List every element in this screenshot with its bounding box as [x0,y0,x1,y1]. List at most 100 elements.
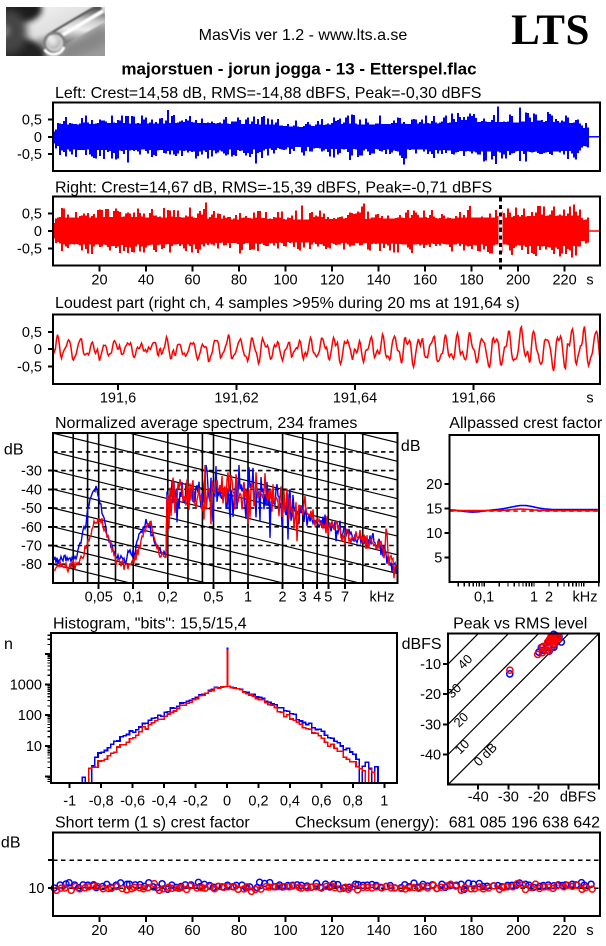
svg-text:dBFS: dBFS [402,636,442,653]
svg-text:Short term (1 s) crest factor: Short term (1 s) crest factor [55,814,250,831]
svg-text:7: 7 [341,590,349,606]
svg-text:n: n [4,636,13,653]
svg-text:0,5: 0,5 [22,113,42,129]
svg-text:dBFS: dBFS [560,790,596,806]
svg-text:-0,6: -0,6 [120,794,145,810]
svg-text:Histogram, "bits": 15,5/15,4: Histogram, "bits": 15,5/15,4 [53,615,247,632]
svg-text:0,8: 0,8 [343,794,363,810]
svg-text:Checksum (energy):: Checksum (energy): [295,814,439,831]
svg-text:220: 220 [552,273,576,289]
svg-text:5: 5 [324,590,332,606]
svg-text:0: 0 [34,130,42,146]
svg-text:kHz: kHz [370,590,395,606]
svg-text:191,62: 191,62 [214,391,258,407]
svg-text:0,6: 0,6 [311,794,331,810]
svg-text:1: 1 [530,590,538,606]
svg-text:dB: dB [401,438,421,455]
svg-text:1: 1 [244,590,252,606]
svg-text:10: 10 [28,881,44,897]
svg-text:4: 4 [313,590,321,606]
svg-text:100: 100 [273,923,297,939]
svg-text:-40: -40 [468,790,489,806]
svg-text:-80: -80 [21,557,42,573]
svg-text:-30: -30 [21,464,42,480]
svg-text:180: 180 [459,923,483,939]
svg-text:0,4: 0,4 [280,794,300,810]
svg-text:0,05: 0,05 [85,590,113,606]
svg-text:60: 60 [184,273,200,289]
svg-text:3: 3 [299,590,307,606]
svg-text:-20: -20 [420,687,441,703]
svg-text:-10: -10 [420,657,441,673]
svg-text:MasVis ver 1.2 - www.lts.a.se: MasVis ver 1.2 - www.lts.a.se [199,27,408,44]
svg-text:s: s [586,923,593,939]
svg-text:180: 180 [459,273,483,289]
svg-text:200: 200 [506,273,530,289]
svg-text:2: 2 [545,590,553,606]
svg-text:681 085 196 638 642: 681 085 196 638 642 [449,814,600,831]
svg-text:0,5: 0,5 [22,207,42,223]
svg-text:191,6: 191,6 [100,391,136,407]
svg-text:-30: -30 [420,717,441,733]
svg-text:-70: -70 [21,539,42,555]
svg-text:kHz: kHz [573,590,598,606]
svg-text:s: s [586,273,593,289]
svg-text:10: 10 [426,526,442,542]
svg-text:1: 1 [380,794,388,810]
svg-text:-0,5: -0,5 [17,147,42,163]
svg-text:0,2: 0,2 [248,794,268,810]
svg-text:Right: Crest=14,67 dB, RMS=-15: Right: Crest=14,67 dB, RMS=-15,39 dBFS, … [55,179,492,196]
svg-text:Left: Crest=14,58 dB, RMS=-14,: Left: Crest=14,58 dB, RMS=-14,88 dBFS, P… [55,85,481,102]
svg-text:20: 20 [426,477,442,493]
svg-text:-20: -20 [528,790,549,806]
svg-text:Loudest part (right ch, 4 samp: Loudest part (right ch, 4 samples >95% d… [55,295,520,312]
svg-text:120: 120 [320,273,344,289]
svg-text:200: 200 [506,923,530,939]
svg-text:1000: 1000 [10,678,42,694]
svg-text:0,2: 0,2 [158,590,178,606]
svg-text:10: 10 [26,739,42,755]
svg-text:220: 220 [552,923,576,939]
svg-text:Normalized average spectrum, 2: Normalized average spectrum, 234 frames [55,415,357,432]
svg-text:0: 0 [34,224,42,240]
svg-text:0: 0 [223,794,231,810]
svg-text:-30: -30 [498,790,519,806]
svg-text:0,1: 0,1 [123,590,143,606]
svg-text:-0,4: -0,4 [152,794,177,810]
svg-text:0,1: 0,1 [474,590,494,606]
svg-text:s: s [586,391,593,407]
svg-text:Allpassed crest factor: Allpassed crest factor [449,415,603,432]
svg-text:-60: -60 [21,520,42,536]
svg-text:0: 0 [34,342,42,358]
svg-text:80: 80 [231,923,247,939]
svg-text:20: 20 [91,923,107,939]
svg-text:40: 40 [138,923,154,939]
svg-text:2: 2 [279,590,287,606]
svg-text:5: 5 [434,550,442,566]
svg-text:60: 60 [184,923,200,939]
svg-text:100: 100 [273,273,297,289]
svg-text:majorstuen - jorun jogga - 13: majorstuen - jorun jogga - 13 - Etterspe… [121,60,476,79]
svg-text:15: 15 [426,501,442,517]
svg-text:-0,2: -0,2 [183,794,208,810]
svg-text:80: 80 [231,273,247,289]
svg-text:-0,5: -0,5 [17,360,42,376]
svg-text:dB: dB [4,442,24,459]
svg-text:140: 140 [366,923,390,939]
svg-text:Peak vs RMS level: Peak vs RMS level [453,615,587,632]
svg-text:-0,8: -0,8 [89,794,114,810]
svg-text:160: 160 [413,923,437,939]
svg-text:120: 120 [320,923,344,939]
svg-text:-40: -40 [420,748,441,764]
svg-text:-1: -1 [63,794,76,810]
svg-text:dB: dB [1,835,21,852]
svg-text:191,64: 191,64 [333,391,377,407]
svg-text:140: 140 [366,273,390,289]
svg-text:0,5: 0,5 [22,325,42,341]
svg-text:100: 100 [18,708,42,724]
svg-text:LTS: LTS [511,7,590,54]
svg-text:160: 160 [413,273,437,289]
svg-text:20: 20 [91,273,107,289]
svg-text:191,66: 191,66 [451,391,495,407]
svg-text:-50: -50 [21,501,42,517]
